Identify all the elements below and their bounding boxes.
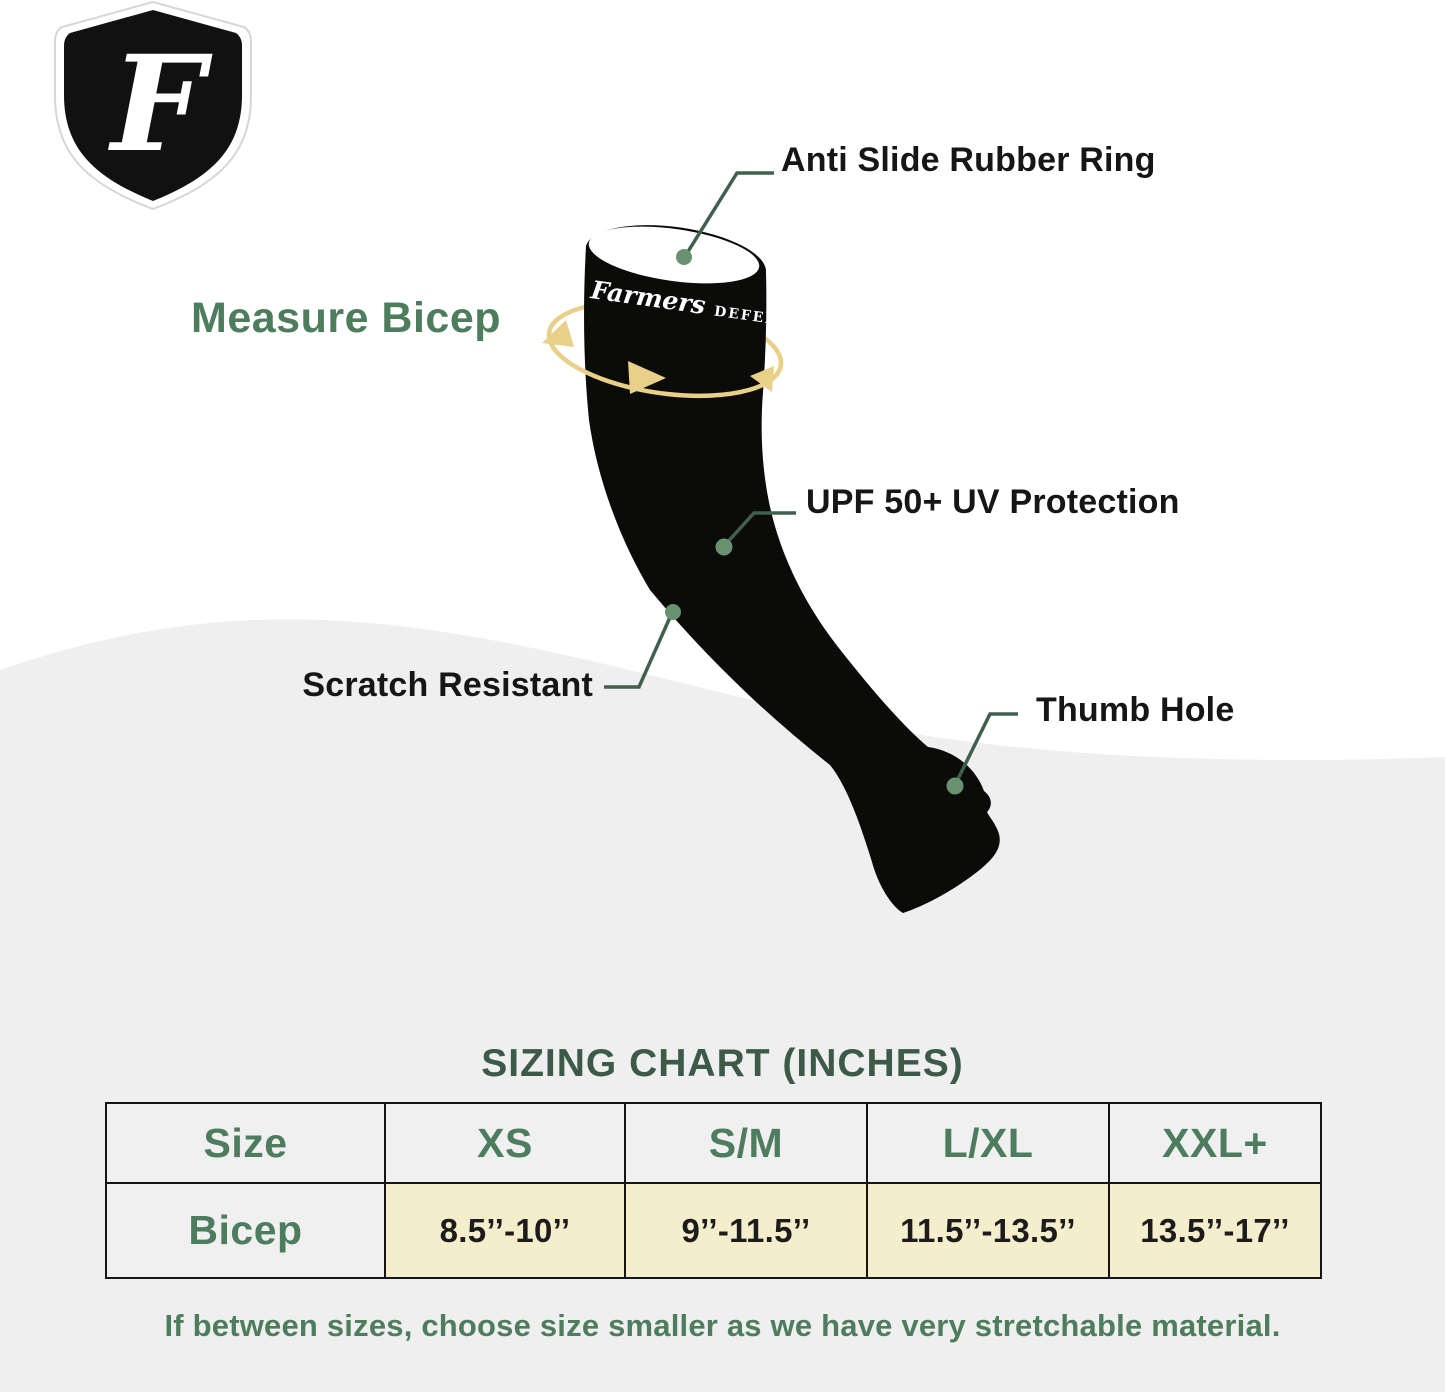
brand-shield-logo: F [54,0,252,211]
scratch-line [604,614,673,689]
header-lxl: L/XL [866,1102,1110,1184]
thumb-hole-label: Thumb Hole [1036,691,1235,729]
upf-line [722,511,796,548]
measure-arrowhead-center [628,361,666,394]
sizing-chart-title: SIZING CHART (INCHES) [481,1042,964,1085]
sizing-chart-table: Size XS S/M L/XL XXL+ Bicep 8.5’’-10’’ 9… [105,1102,1322,1279]
callout-lines [604,171,1018,786]
table-header-row: Size XS S/M L/XL XXL+ [105,1102,1322,1184]
header-xs: XS [384,1102,626,1184]
measure-arrowhead-right [750,366,774,392]
upf-label: UPF 50+ UV Protection [806,483,1180,521]
bicep-lxl-value: 11.5’’-13.5’’ [866,1182,1110,1279]
sizing-note: If between sizes, choose size smaller as… [164,1308,1281,1343]
upf-dot [715,538,733,556]
sleeve-opening [588,226,760,284]
header-xxl: XXL+ [1108,1102,1322,1184]
bicep-xs-value: 8.5’’-10’’ [384,1182,626,1279]
table-bicep-row: Bicep 8.5’’-10’’ 9’’-11.5’’ 11.5’’-13.5’… [105,1182,1322,1279]
scratch-dot [665,604,681,620]
header-sm: S/M [624,1102,868,1184]
bicep-row-label: Bicep [105,1182,386,1279]
header-size: Size [105,1102,386,1184]
shield-letter: F [107,27,213,182]
bicep-xxl-value: 13.5’’-17’’ [1108,1182,1322,1279]
measure-bicep-label: Measure Bicep [191,294,502,342]
anti-slide-label: Anti Slide Rubber Ring [781,141,1156,179]
anti-slide-dot [676,249,692,265]
bicep-sm-value: 9’’-11.5’’ [624,1182,868,1279]
scratch-resistant-label: Scratch Resistant [302,666,593,704]
thumb-dot [946,777,964,795]
callout-dots [665,249,964,795]
thumb-line [953,712,1018,786]
anti-slide-line [682,171,774,259]
shield-shape [64,10,242,201]
